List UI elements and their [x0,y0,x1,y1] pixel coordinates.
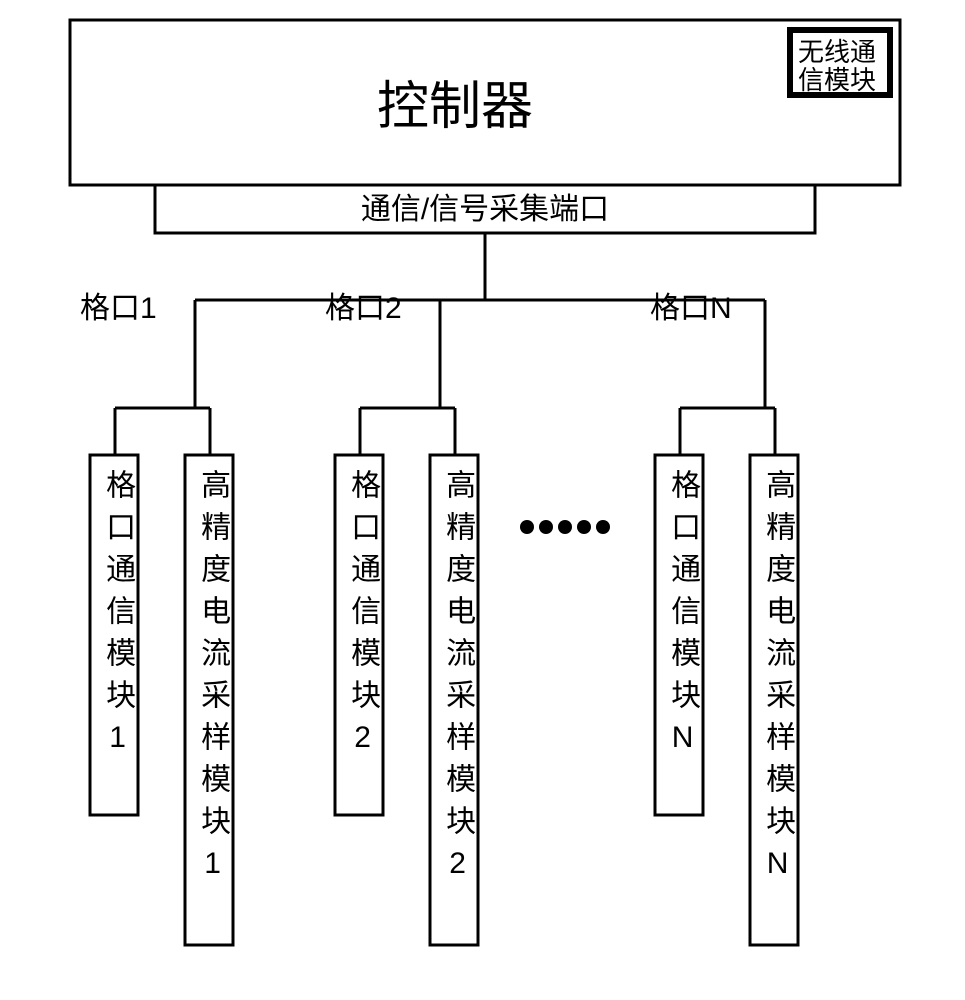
sample-module-label-2: 高精度电流采样模块2 [441,469,476,892]
branch-label-1: 格口1 [80,292,157,325]
comm-module-label-1: 格口通信模块1 [101,469,136,766]
ellipsis-dot [577,520,591,534]
wireless-module-label: 无线通 [798,37,876,67]
branch-label-2: 格口2 [325,292,402,325]
ellipsis-dot [558,520,572,534]
branch-label-3: 格口N [650,292,732,325]
sample-module-label-1: 高精度电流采样模块1 [196,469,231,892]
port-label: 通信/信号采集端口 [361,193,609,226]
ellipsis-dot [520,520,534,534]
comm-module-label-2: 格口通信模块2 [346,469,381,766]
wireless-module-label: 信模块 [798,65,876,95]
sample-module-label-3: 高精度电流采样模块N [761,469,796,892]
comm-module-label-3: 格口通信模块N [666,469,701,766]
ellipsis-dot [596,520,610,534]
ellipsis-dot [539,520,553,534]
controller-title: 控制器 [377,78,533,136]
